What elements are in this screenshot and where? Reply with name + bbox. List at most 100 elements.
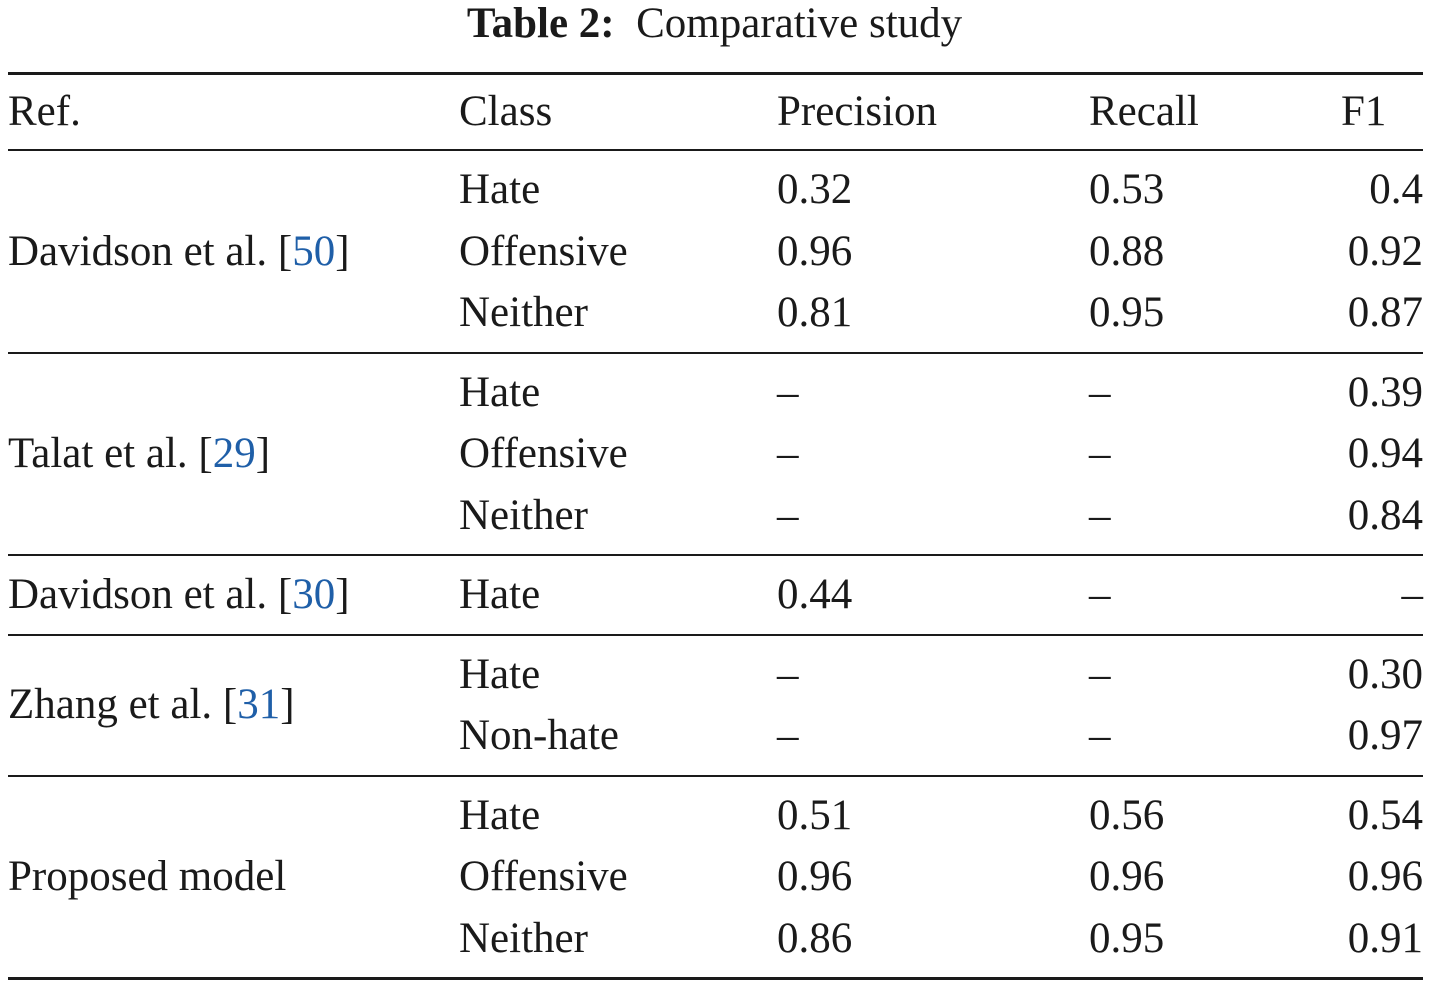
class-cell: Hate	[459, 650, 541, 698]
bottom-rule	[8, 977, 1423, 980]
header-precision: Precision	[777, 88, 938, 136]
f1-cell: 0.87	[1347, 289, 1423, 336]
f1-cell: 0.97	[1347, 712, 1423, 759]
group-rule	[8, 774, 1423, 777]
precision-cell: –	[777, 650, 799, 698]
ref-author: Proposed model	[8, 853, 287, 900]
ref-cell: Talat et al. [29]	[8, 423, 459, 485]
recall-cell: 0.53	[1089, 166, 1165, 213]
citation-link[interactable]: 50	[292, 227, 336, 275]
f1-column: 0.54 0.96 0.91	[1341, 785, 1423, 970]
class-cell: Hate	[459, 571, 541, 618]
table-caption: Table 2: Comparative study	[0, 0, 1429, 48]
table-group: Davidson et al. [30] Hate 0.44 – –	[8, 556, 1423, 634]
f1-cell: 0.54	[1347, 791, 1423, 839]
recall-cell: –	[1089, 368, 1111, 416]
recall-cell: –	[1089, 571, 1111, 618]
class-column: Hate Non-hate	[459, 644, 777, 767]
table-group: Zhang et al. [31] Hate Non-hate – – – –0.30 0.9…	[8, 636, 1423, 775]
table-group: Proposed model Hate Offensive Neither 0.51 0.…	[8, 777, 1423, 978]
recall-cell: –	[1089, 712, 1111, 759]
group-rule	[8, 351, 1423, 354]
group-rule	[8, 633, 1423, 636]
table-group: Davidson et al. [50] Hate Offensive Neither…	[8, 151, 1423, 352]
recall-column: 0.53 0.88 0.95	[1089, 159, 1341, 344]
class-column: Hate Offensive Neither	[459, 362, 777, 547]
class-column: Hate Offensive Neither	[459, 159, 777, 344]
f1-cell: 0.92	[1347, 227, 1423, 275]
precision-cell: 0.86	[777, 914, 853, 962]
f1-column: 0.30 0.97	[1341, 644, 1423, 767]
ref-cell: Proposed model	[8, 846, 459, 908]
class-cell: Offensive	[459, 227, 628, 275]
precision-cell: –	[777, 712, 799, 759]
table-group: Talat et al. [29] Hate Offensive Neither – – –…	[8, 354, 1423, 555]
f1-cell: –	[1401, 571, 1424, 618]
class-cell: Neither	[459, 289, 588, 336]
f1-cell: 0.4	[1369, 166, 1423, 213]
recall-column: – –	[1089, 644, 1341, 767]
class-cell: Hate	[459, 166, 541, 213]
recall-cell: 0.95	[1089, 914, 1165, 962]
precision-column: 0.51 0.96 0.86	[777, 785, 1089, 970]
citation-link[interactable]: 29	[212, 430, 256, 477]
class-cell: Hate	[459, 791, 541, 839]
recall-cell: 0.95	[1089, 289, 1165, 336]
ref-bracket-close: ]	[280, 681, 295, 729]
precision-cell: 0.32	[777, 166, 853, 213]
citation-link[interactable]: 31	[237, 681, 281, 729]
f1-cell: 0.96	[1347, 853, 1423, 900]
class-cell: Offensive	[459, 430, 628, 477]
ref-bracket-close: ]	[335, 227, 350, 275]
class-cell: Neither	[459, 491, 588, 539]
recall-cell: 0.56	[1089, 791, 1165, 839]
class-column: Hate Offensive Neither	[459, 785, 777, 970]
recall-column: –	[1089, 564, 1341, 626]
class-column: Hate	[459, 564, 777, 626]
ref-bracket-close: ]	[335, 571, 350, 618]
precision-cell: –	[777, 430, 799, 477]
precision-column: 0.44	[777, 564, 1089, 626]
table-body: Davidson et al. [50] Hate Offensive Neither…	[8, 151, 1423, 980]
group-rule	[8, 554, 1423, 556]
class-cell: Hate	[459, 368, 541, 416]
recall-cell: 0.88	[1089, 227, 1165, 275]
ref-author: Zhang et al. [	[8, 681, 238, 729]
comparative-table: Ref. Class Precision Recall F1 Davidson …	[8, 72, 1423, 980]
f1-cell: 0.94	[1347, 430, 1423, 477]
precision-cell: 0.51	[777, 791, 853, 839]
precision-cell: 0.81	[777, 289, 853, 336]
recall-cell: –	[1089, 430, 1111, 477]
precision-column: – – –	[777, 362, 1089, 547]
recall-cell: –	[1089, 491, 1111, 539]
precision-cell: –	[777, 368, 799, 416]
f1-column: –	[1341, 564, 1424, 626]
f1-cell: 0.39	[1347, 368, 1423, 416]
class-cell: Neither	[459, 914, 588, 962]
caption-label: Table 2:	[466, 0, 615, 47]
precision-cell: 0.96	[777, 853, 853, 900]
f1-cell: 0.84	[1347, 491, 1423, 539]
f1-cell: 0.91	[1347, 914, 1423, 962]
precision-cell: 0.96	[777, 227, 853, 275]
ref-cell: Davidson et al. [50]	[8, 221, 459, 283]
caption-text: Comparative study	[636, 0, 963, 47]
header-f1: F1	[1341, 88, 1387, 136]
ref-author: Davidson et al. [	[8, 227, 293, 275]
class-cell: Offensive	[459, 853, 628, 900]
precision-cell: –	[777, 491, 799, 539]
header-recall: Recall	[1089, 88, 1199, 136]
recall-column: 0.56 0.96 0.95	[1089, 785, 1341, 970]
class-cell: Non-hate	[459, 712, 619, 759]
precision-column: – –	[777, 644, 1089, 767]
ref-cell: Zhang et al. [31]	[8, 674, 459, 736]
ref-author: Davidson et al. [	[8, 571, 293, 618]
precision-cell: 0.44	[777, 571, 853, 618]
recall-cell: –	[1089, 650, 1111, 698]
table-header-row: Ref. Class Precision Recall F1	[8, 75, 1423, 149]
header-ref: Ref.	[8, 88, 81, 136]
f1-column: 0.39 0.94 0.84	[1341, 362, 1423, 547]
citation-link[interactable]: 30	[292, 571, 336, 618]
f1-column: 0.4 0.92 0.87	[1341, 159, 1423, 344]
header-rule	[8, 149, 1423, 151]
